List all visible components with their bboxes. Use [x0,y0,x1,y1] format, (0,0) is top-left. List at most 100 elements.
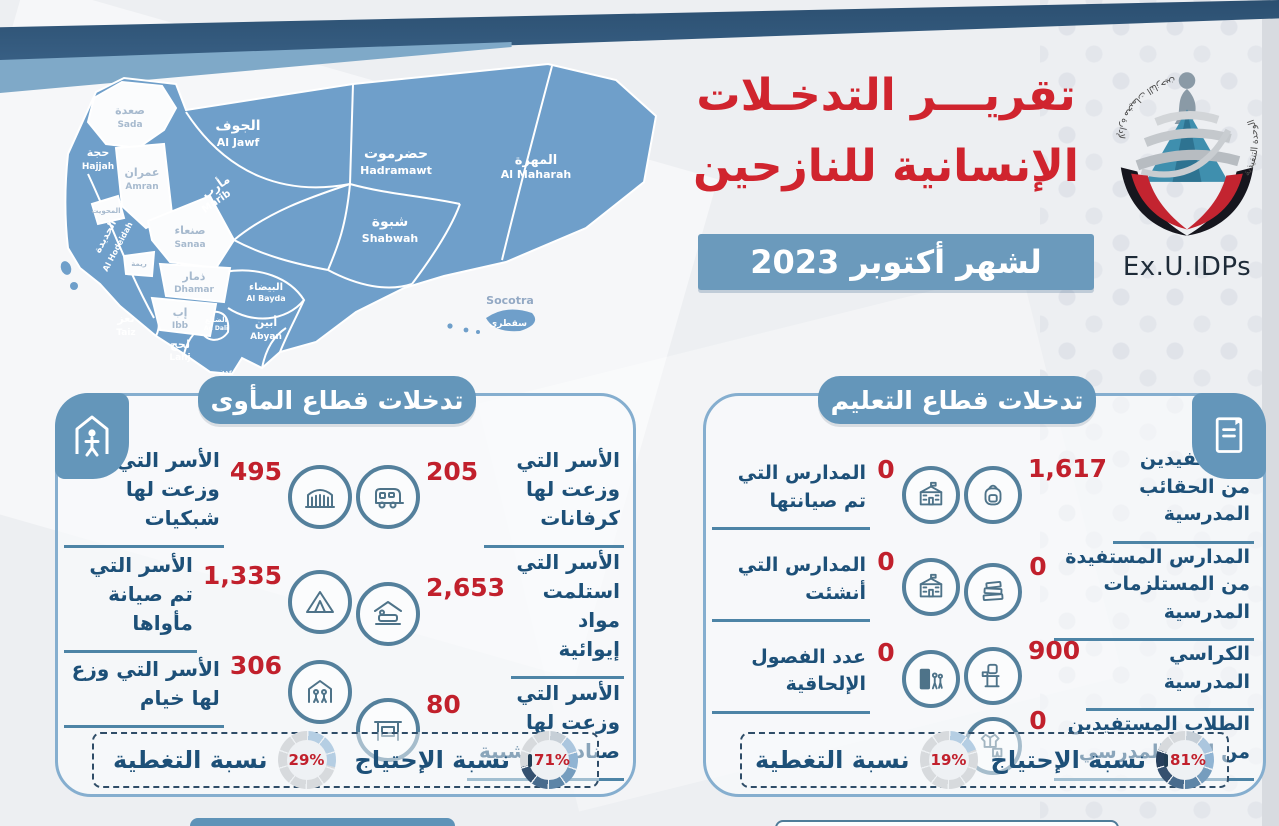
next-section-header-sliver [190,818,455,826]
svg-text:Dhamar: Dhamar [174,285,214,295]
svg-text:Hadramawt: Hadramawt [360,164,432,177]
svg-text:ريمة: ريمة [131,260,147,268]
map-region-sada [86,80,178,150]
svg-text:ذمار: ذمار [182,270,206,283]
svg-text:Ad Dali: Ad Dali [204,325,228,332]
svg-text:إب: إب [173,306,188,319]
stat-label: الأسر التي استلمت مواد إيوائية [516,550,620,661]
caravan-icon [375,488,404,509]
map-region-ibb [150,296,218,338]
logo-person-icon [1178,72,1196,89]
shelter-right-column: 205 الأسر التي وزعت لها كرفانات 2,653 ال… [356,446,624,781]
svg-text:Al Bayda: Al Bayda [246,294,285,303]
school-building-icon [919,573,943,598]
school-building-icon [919,481,943,506]
need-percent: 71% [534,751,570,769]
stat-label: الأسر التي وزع لها خيام [71,657,220,710]
svg-text:Shabwah: Shabwah [362,232,418,245]
svg-text:عمران: عمران [125,166,160,179]
family-shelter-icon [308,679,332,703]
svg-text:Ibb: Ibb [172,321,189,331]
school-chair-icon [981,664,1000,688]
svg-text:Al Jawf: Al Jawf [217,136,260,149]
stat-value: 0 [877,638,895,668]
shelter-section-title: تدخلات قطاع المأوى [198,376,476,424]
stat-value: 0 [1029,705,1047,735]
stat-value: 1,335 [202,561,282,590]
stat-item: 0 المدارس المستفيدة من المستلزمات المدرس… [964,544,1254,642]
stat-value: 900 [1028,635,1081,665]
notebook-icon [1215,417,1243,453]
stat-item: الأسر التي تم صيانة مأواها 1,335 [64,551,352,653]
stat-value: 495 [229,456,282,486]
next-panel-sliver [775,820,1119,826]
coverage-ratio-group: 19% نسبة التغطية [755,731,978,789]
svg-text:شبوة: شبوة [372,214,409,230]
shelter-badge [55,393,129,479]
shelter-house-icon [75,415,109,457]
map-region-socotra [486,309,536,332]
education-ratio-box: 81% نسبة الإحتياج 19% نسبة التغطية [740,731,1229,789]
stat-label: عدد الفصول الإلحاقية [751,645,866,696]
stat-value: 1,617 [1028,454,1108,484]
need-donut-chart: 71% [519,731,578,789]
svg-text:أبين: أبين [255,315,277,329]
stat-label: المدارس المستفيدة من المستلزمات المدرسية [1065,545,1250,623]
coverage-donut-chart: 19% [919,731,978,789]
map-region-raymah [122,250,156,278]
stat-item: المدارس التي تم صيانتها 0 [712,455,960,531]
svg-text:الضالع: الضالع [205,316,227,324]
shelter-left-column: الأسر التي وزعت لها شبكيات 495 الأسر الت… [64,446,352,728]
stat-item: 1,617 المستفيدين من الحقائب المدرسية [964,446,1254,544]
education-section-panel: تدخلات قطاع التعليم المدارس التي تم صيان… [703,376,1266,797]
map-white-regions [86,80,236,338]
stat-value: 0 [1029,551,1047,581]
need-label: نسبة الإحتياج [990,746,1146,774]
svg-text:Abyan: Abyan [250,332,282,342]
need-label: نسبة الإحتياج [354,746,510,774]
svg-text:حجة: حجة [87,146,110,159]
stat-value: 205 [426,456,479,486]
svg-text:Socotra: Socotra [486,294,534,307]
map-region-mahwit [90,194,126,226]
tent-icon [306,590,334,613]
right-edge-band [1262,0,1279,826]
classroom-door-icon [919,668,944,690]
stat-label: المدارس التي تم صيانتها [737,462,866,512]
svg-text:لحج: لحج [170,338,190,351]
education-badge [1192,393,1266,479]
organization-logo: الوحدة التنفيذية لإدارة مخيمات النازحين … [1102,64,1272,292]
need-ratio-group: 71% نسبة الإحتياج [355,731,578,789]
stat-item: 900 الكراسي المدرسية [964,636,1254,712]
logo-emblem: الوحدة التنفيذية لإدارة مخيمات النازحين [1115,72,1261,236]
svg-text:صعدة: صعدة [115,104,145,117]
coverage-percent: 29% [288,751,325,769]
svg-text:Taiz: Taiz [116,328,135,338]
svg-text:حضرموت: حضرموت [364,146,428,162]
shelter-section-panel: تدخلات قطاع المأوى الأسر التي وزعت لها ش… [55,376,636,797]
stat-label: الأسر التي وزعت لها كرفانات [516,448,620,530]
logo-text: Ex.U.IDPs [1122,252,1252,282]
yemen-map: الجوف Al Jawf حجة Hajjah الحديدة Al Hode… [60,62,658,376]
stat-item: عدد الفصول الإلحاقية 0 [712,638,960,714]
coverage-percent: 19% [930,751,967,769]
report-title-line2: الإنسانية للنازحين [693,141,1079,193]
stat-item: المدارس التي أنشئت 0 [712,547,960,623]
need-percent: 81% [1170,751,1206,769]
need-donut-chart: 81% [1155,731,1214,789]
stat-item: 205 الأسر التي وزعت لها كرفانات [356,446,624,548]
svg-text:Sanaa: Sanaa [174,240,205,250]
svg-text:البيضاء: البيضاء [249,282,283,293]
net-shelter-icon [305,489,335,508]
logo-ribbon [1154,111,1220,126]
bedding-materials-icon [374,600,402,625]
stat-value: 0 [877,546,895,576]
svg-text:المحويت: المحويت [91,207,120,215]
tick-icon [1164,753,1169,767]
svg-text:لإدارة مخيمات النازحين: لإدارة مخيمات النازحين [1115,76,1176,140]
svg-text:المهرة: المهرة [515,153,557,168]
svg-text:Sada: Sada [117,120,142,130]
tick-icon [528,753,533,767]
svg-text:عدن: عدن [219,368,234,376]
need-ratio-group: 81% نسبة الإحتياج [991,731,1214,789]
